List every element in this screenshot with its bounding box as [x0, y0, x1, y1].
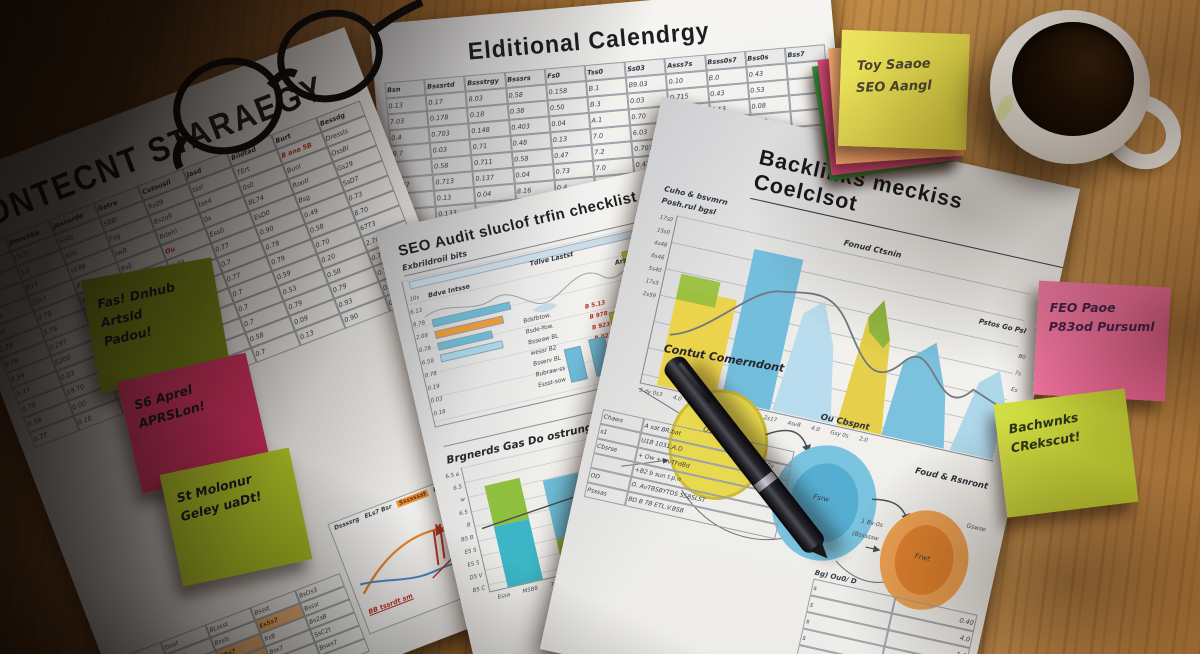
text-line: FEO Paoe [1049, 300, 1116, 316]
axis-label: M5B8 [522, 585, 539, 595]
coffee-mug [990, 10, 1195, 184]
sticky-note-pink-right: FEO Paoe P83od Pursuml [1033, 280, 1171, 402]
eyeglasses [172, 0, 424, 170]
text-line: 6.5 B [458, 509, 472, 529]
rim-reflection [992, 92, 1017, 124]
text-line: B5 C [472, 585, 487, 595]
table-cell: Cs7e5 [115, 641, 166, 654]
text-line: 6.5 w [452, 484, 466, 504]
sticky-stack-yellow-top: Toy Saaoe SEO Aangl [838, 29, 970, 151]
axis-label: Essa [497, 592, 511, 601]
mug-body [990, 10, 1150, 164]
text-line: P83od Pursuml [1048, 318, 1155, 334]
content-strategy-bottom-table: Cs7e5tssstBLssstBssstBsOs3Bs1OsssnBsslsE… [115, 573, 370, 654]
sticky-note-green-right: Bachwnks CRekscut! [993, 388, 1139, 518]
coffee-surface [1012, 22, 1134, 136]
text-line: SEO Aangl [855, 78, 932, 97]
text-line: 2s59 [642, 290, 657, 300]
